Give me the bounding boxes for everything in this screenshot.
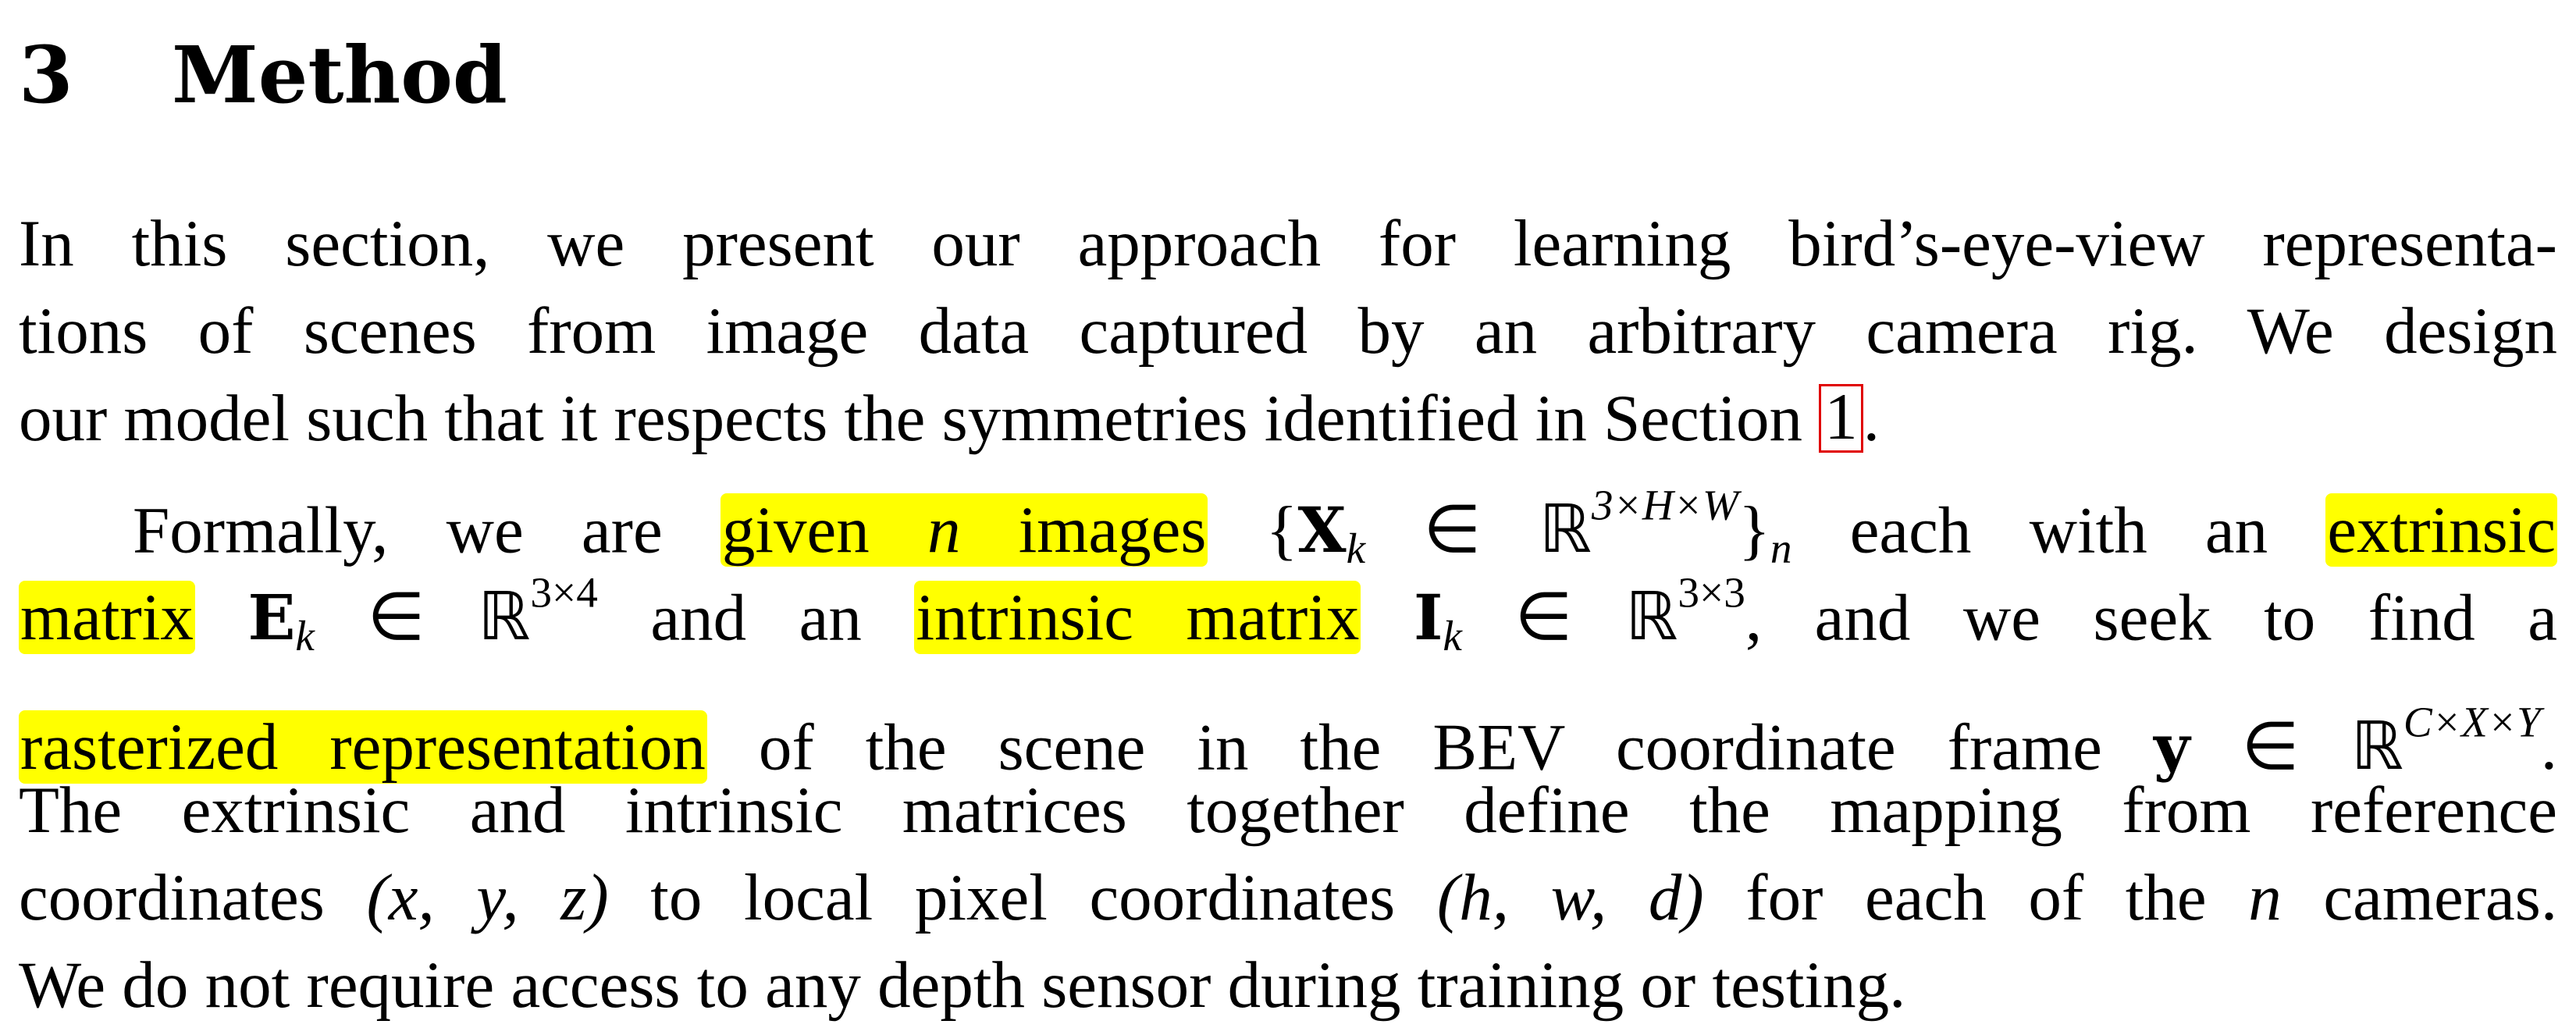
text-line-8: coordinates (x, y, z) to local pixel coo…	[19, 859, 2557, 937]
text-line-2: tions of scenes from image data captured…	[19, 294, 2557, 368]
line-3-text: our model such that it respects the symm…	[19, 382, 1803, 455]
line-6-period: .	[2540, 710, 2558, 784]
section-title: Method	[172, 29, 507, 121]
highlight-extrinsic: extrinsic	[2325, 493, 2558, 567]
highlight-intrinsic-matrix: intrinsic matrix	[914, 581, 1361, 655]
text-line-4: Formally, we are given n images {Xk ∈ ℝ3…	[19, 467, 2558, 572]
given-text: given	[721, 493, 870, 567]
brace-open: {	[1265, 493, 1298, 567]
n-cameras-variable: n	[2248, 861, 2282, 934]
e-symbol: E	[247, 581, 296, 655]
highlight-matrix: matrix	[19, 581, 195, 655]
images-text: images	[1018, 493, 1207, 567]
bev-dims: C×X×Y	[2403, 699, 2541, 746]
section-heading: 3 Method	[19, 28, 507, 122]
text-line-9: We do not require access to any depth se…	[19, 948, 1906, 1022]
text-line-7: The extrinsic and intrinsic matrices tog…	[19, 774, 2557, 847]
pixel-coords: (h, w, d)	[1436, 861, 1704, 934]
elem-symbol: ∈	[1423, 493, 1482, 567]
highlight-given-n-images: given n images	[720, 493, 1208, 567]
local-pixel-text: to local pixel coordinates	[650, 861, 1396, 934]
x-symbol: X	[1297, 493, 1347, 567]
highlight-rasterized-representation: rasterized representation	[19, 710, 707, 784]
cameras-text: cameras.	[2323, 861, 2558, 934]
i-symbol: I	[1413, 581, 1443, 655]
image-dims: 3×H×W	[1591, 482, 1739, 529]
and-an-text: and an	[650, 581, 862, 655]
reals-symbol: ℝ	[478, 581, 531, 655]
y-symbol: y	[2153, 710, 2190, 784]
n-subscript: n	[1770, 525, 1792, 573]
brace-close: }	[1738, 493, 1770, 567]
reals-symbol: ℝ	[1625, 581, 1678, 655]
for-each-text: for each of the	[1745, 861, 2207, 934]
k-subscript: k	[1346, 525, 1366, 573]
extrinsic-dims: 3×4	[530, 569, 598, 617]
line-3-period: .	[1863, 382, 1880, 455]
bev-expression: y ∈ ℝC×X×Y.	[2153, 699, 2558, 784]
formally-text: Formally, we are	[133, 493, 663, 567]
extrinsic-expression: Ek ∈ ℝ3×4	[247, 569, 597, 660]
k-subscript: k	[1443, 612, 1462, 660]
text-line-6: rasterized representation of the scene i…	[19, 684, 2557, 784]
reference-coords: (x, y, z)	[366, 861, 609, 934]
reals-symbol: ℝ	[2350, 710, 2403, 784]
k-subscript: k	[295, 612, 315, 660]
elem-symbol: ∈	[2241, 710, 2300, 784]
text-line-5: matrix Ek ∈ ℝ3×4 and an intrinsic matrix…	[19, 554, 2557, 660]
section-number: 3	[19, 29, 73, 121]
elem-symbol: ∈	[1514, 581, 1573, 655]
bev-frame-text: of the scene in the BEV coordinate frame	[758, 710, 2102, 784]
section-reference-link[interactable]: 1	[1819, 384, 1863, 453]
seek-text: , and we seek to find a	[1745, 581, 2557, 655]
text-line-1: In this section, we present our approach…	[19, 207, 2557, 280]
n-variable: n	[927, 493, 961, 567]
text-line-3: our model such that it respects the symm…	[19, 379, 2557, 457]
each-with-text: each with an	[1849, 493, 2268, 567]
elem-symbol: ∈	[367, 581, 425, 655]
image-set-expression: {Xk ∈ ℝ3×H×W}n	[1265, 482, 1792, 572]
reals-symbol: ℝ	[1539, 493, 1592, 567]
coordinates-text: coordinates	[19, 861, 325, 934]
intrinsic-dims: 3×3	[1678, 569, 1745, 617]
intrinsic-expression: Ik ∈ ℝ3×3	[1413, 569, 1745, 660]
